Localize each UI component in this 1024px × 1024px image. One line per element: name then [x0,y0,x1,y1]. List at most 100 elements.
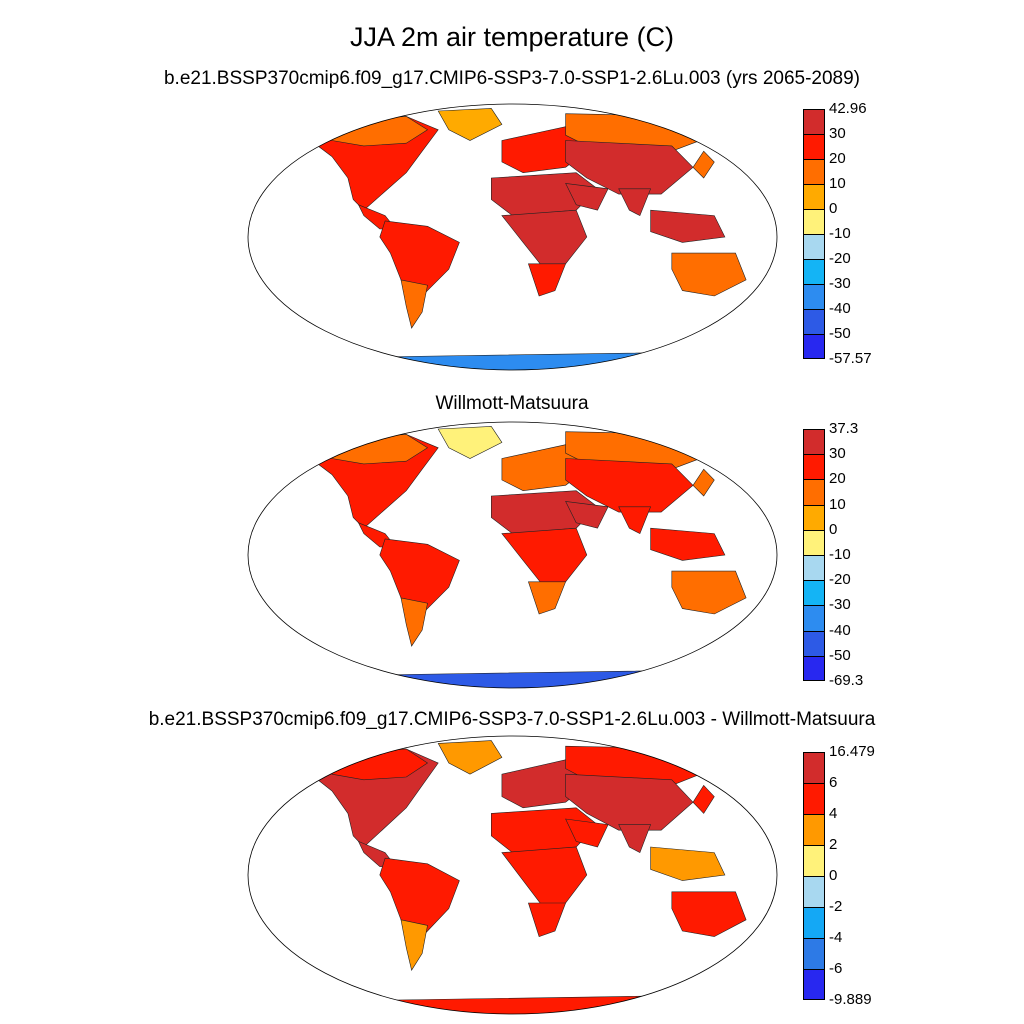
colorbar-label: -50 [829,646,851,664]
panel-1-title: b.e21.BSSP370cmip6.f09_g17.CMIP6-SSP3-7.… [163,68,861,89]
colorbar-label: -10 [829,546,851,563]
colorbar-swatch [803,504,825,530]
colorbar-label: -50 [829,325,851,342]
colorbar-swatch [803,580,825,606]
colorbar-swatch [803,969,825,1000]
page-title: JJA 2m air temperature (C) [349,22,675,52]
region-arabia [565,818,609,848]
colorbar-swatch [803,876,825,907]
colorbar-label: -40 [829,621,851,639]
panel-3-title: b.e21.BSSP370cmip6.f09_g17.CMIP6-SSP3-7.… [148,709,876,730]
region-maritime-asia [650,209,726,243]
colorbar-label: -40 [829,300,851,317]
colorbar-swatch [803,814,825,845]
colorbar-label: 6 [829,774,838,791]
region-arabia [565,183,609,211]
region-australia [671,891,747,937]
colorbar-swatch [803,845,825,876]
colorbar-swatch [803,630,825,656]
colorbar-label: -30 [829,275,851,292]
colorbar-swatch [803,529,825,555]
colorbar-swatch [803,259,825,284]
colorbar-label: 0 [829,200,838,217]
region-patagonia [400,919,428,971]
region-antarctica [320,669,705,688]
colorbar-swatch [803,907,825,938]
colorbar-swatch [803,429,825,455]
map-border [247,103,778,371]
region-southern-africa [527,902,567,937]
region-arabia [565,501,609,529]
panel-2-title: Willmott-Matsuura [435,393,589,414]
colorbar-swatch [803,184,825,209]
region-southern-africa [527,581,567,615]
region-patagonia [400,597,428,647]
region-greenland [437,426,503,459]
region-maritime-asia [650,527,726,561]
colorbar-label: 10 [829,495,846,513]
colorbar-swatch [803,783,825,814]
region-antarctica [320,995,705,1014]
colorbar-swatch [803,555,825,581]
region-greenland [437,740,503,775]
colorbar-swatch [803,134,825,159]
region-australia [671,252,747,297]
region-japan [692,468,715,497]
region-africa-tropics [501,527,588,588]
region-southern-africa [527,263,567,297]
map-panel-2 [247,421,778,689]
region-greenland [437,108,503,141]
colorbar-label: -30 [829,596,851,614]
colorbar-label: 42.96 [829,100,867,117]
map-border [247,421,778,689]
colorbar-label: -20 [829,571,851,589]
region-japan [692,150,715,179]
colorbar-label: 2 [829,836,838,853]
colorbar-label: -6 [829,960,843,977]
colorbar-label: 0 [829,520,838,538]
region-maritime-asia [650,846,726,881]
colorbar-swatch [803,109,825,134]
colorbar-swatch [803,605,825,631]
colorbar-label: -4 [829,929,843,946]
colorbar-label: 20 [829,150,846,167]
region-australia [671,570,747,615]
colorbar-swatch [803,309,825,334]
colorbar-label: 0 [829,867,838,884]
colorbar-label: 37.3 [829,420,859,437]
colorbar-label: -69.3 [829,672,864,689]
map-border [247,735,778,1015]
colorbar-label: 20 [829,470,846,488]
colorbar-swatch [803,159,825,184]
colorbar-label: 30 [829,125,846,142]
map-panel-3 [247,735,778,1015]
colorbar-swatch [803,334,825,359]
colorbar-swatch [803,479,825,505]
region-africa-tropics [501,209,588,270]
colorbar-swatch [803,938,825,969]
region-india [618,506,652,535]
region-india [618,824,652,854]
colorbar-label: 30 [829,445,846,463]
colorbar-swatch [803,655,825,681]
colorbar-label: -2 [829,898,843,915]
region-patagonia [400,279,428,329]
colorbar-label: -57.57 [829,350,872,367]
colorbar-label: 4 [829,805,838,822]
colorbar-3 [803,752,825,1000]
colorbar-2 [803,429,825,681]
region-japan [692,784,715,814]
colorbar-label: 10 [829,175,846,192]
map-panel-1 [247,103,778,371]
colorbar-swatch [803,454,825,480]
colorbar-swatch [803,284,825,309]
colorbar-label: -20 [829,250,851,267]
colorbar-swatch [803,752,825,783]
colorbar-swatch [803,234,825,259]
region-antarctica [320,351,705,370]
colorbar-swatch [803,209,825,234]
colorbar-1 [803,109,825,359]
region-africa-tropics [501,846,588,909]
colorbar-label: 16.479 [829,743,875,760]
colorbar-label: -9.889 [829,991,872,1008]
